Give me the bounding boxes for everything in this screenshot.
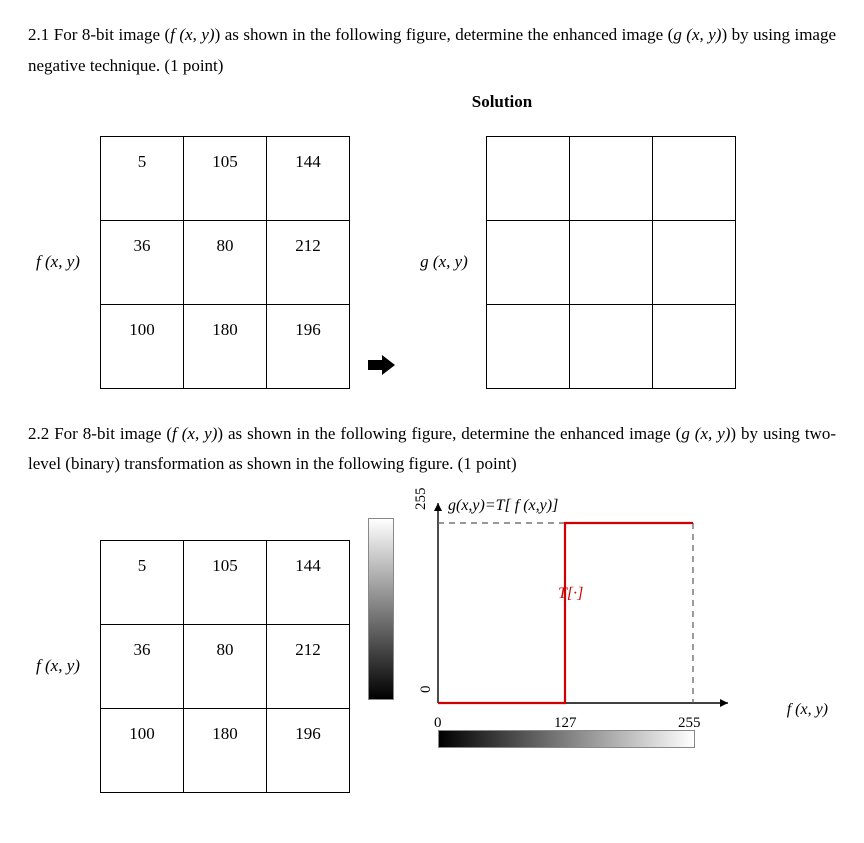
cell	[570, 136, 653, 220]
q21-f-block: f (x, y) 5105144 3680212 100180196	[28, 136, 350, 389]
transform-figure: g(x,y)=T[ f (x,y)] f (x, y) T[·] 255 0 0…	[368, 498, 778, 758]
q21-prefix: 2.1 For 8-bit image (	[28, 25, 170, 44]
cell	[653, 304, 736, 388]
cell: 36	[101, 220, 184, 304]
cell: 5	[101, 136, 184, 220]
cell: 100	[101, 708, 184, 792]
cell: 36	[101, 624, 184, 708]
q21-f-label: f (x, y)	[28, 247, 88, 278]
horizontal-gradient-bar	[438, 730, 695, 748]
cell	[653, 220, 736, 304]
solution-heading: Solution	[168, 87, 836, 118]
q21-figure-row: f (x, y) 5105144 3680212 100180196 g (x,…	[28, 136, 836, 389]
q22-f-label: f (x, y)	[28, 651, 88, 682]
cell: 105	[184, 136, 267, 220]
cell	[487, 304, 570, 388]
q22-f-block: f (x, y) 5105144 3680212 100180196	[28, 540, 350, 793]
cell	[653, 136, 736, 220]
q21-g-matrix	[486, 136, 736, 389]
cell: 144	[267, 540, 350, 624]
q21-g-block: g (x, y)	[414, 136, 736, 389]
q21-f-matrix: 5105144 3680212 100180196	[100, 136, 350, 389]
q22-prefix: 2.2 For 8-bit image (	[28, 424, 172, 443]
cell: 80	[184, 220, 267, 304]
q21-text: 2.1 For 8-bit image (f (x, y)) as shown …	[28, 20, 836, 81]
vertical-gradient-bar	[368, 518, 394, 700]
cell: 180	[184, 304, 267, 388]
q22-gxy: g (x, y)	[681, 424, 730, 443]
cell: 212	[267, 220, 350, 304]
cell	[570, 304, 653, 388]
transform-plot	[428, 488, 758, 728]
q21-gxy: g (x, y)	[673, 25, 721, 44]
cell: 105	[184, 540, 267, 624]
cell	[487, 136, 570, 220]
cell: 100	[101, 304, 184, 388]
cell: 212	[267, 624, 350, 708]
q22-f-matrix: 5105144 3680212 100180196	[100, 540, 350, 793]
q22-text: 2.2 For 8-bit image (f (x, y)) as shown …	[28, 419, 836, 480]
cell: 196	[267, 304, 350, 388]
cell: 180	[184, 708, 267, 792]
q22-fxy: f (x, y)	[172, 424, 217, 443]
cell	[570, 220, 653, 304]
q22-figure-row: f (x, y) 5105144 3680212 100180196 g(x,y…	[28, 498, 836, 793]
q21-g-label: g (x, y)	[414, 247, 474, 278]
arrow-icon	[368, 351, 396, 379]
cell: 5	[101, 540, 184, 624]
tf-x-axis-title: f (x, y)	[787, 696, 828, 725]
cell: 80	[184, 624, 267, 708]
cell: 144	[267, 136, 350, 220]
cell	[487, 220, 570, 304]
q22-mid: ) as shown in the following figure, dete…	[217, 424, 681, 443]
q21-fxy: f (x, y)	[170, 25, 214, 44]
q21-mid: ) as shown in the following figure, dete…	[215, 25, 674, 44]
cell: 196	[267, 708, 350, 792]
